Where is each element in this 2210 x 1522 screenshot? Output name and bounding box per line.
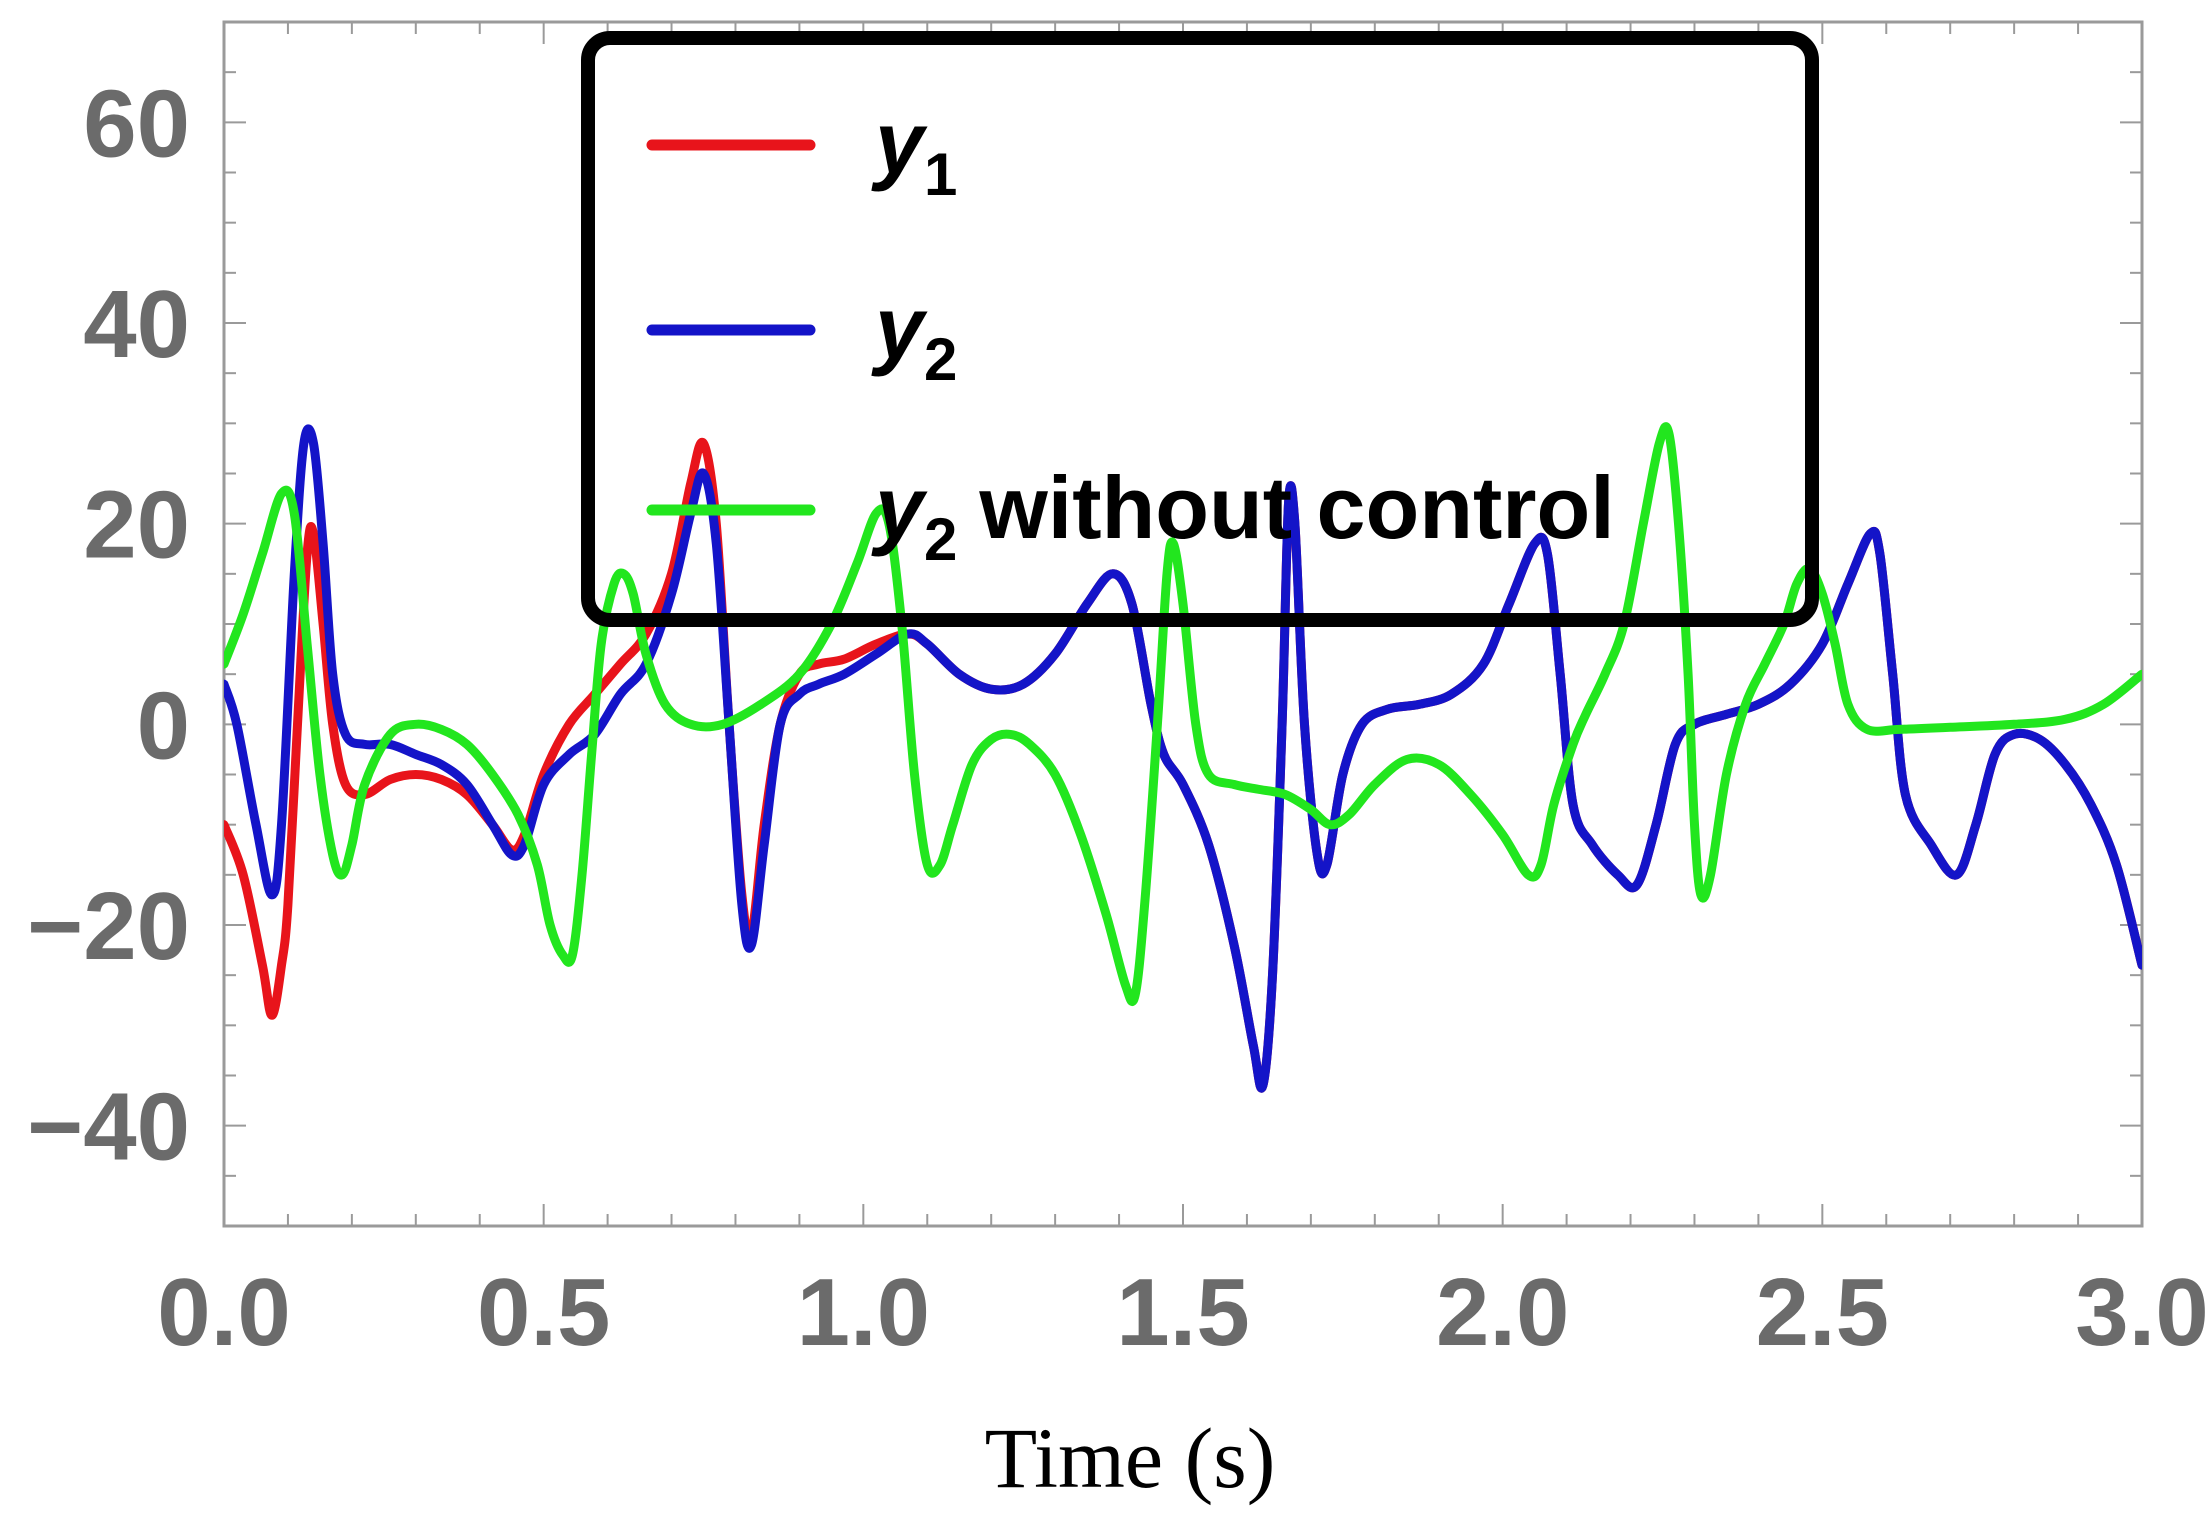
series-layer <box>224 422 2142 1093</box>
series-line-y2-without-control <box>224 422 2142 1006</box>
series-line-y2 <box>224 424 2142 1093</box>
x-tick-label: 2.5 <box>1756 1259 1889 1366</box>
x-tick-label: 2.0 <box>1436 1259 1569 1366</box>
x-tick-label: 0.0 <box>157 1259 290 1366</box>
legend-label: y2 <box>871 278 957 393</box>
legend-box <box>581 31 1819 627</box>
x-tick-label: 3.0 <box>2075 1259 2208 1366</box>
y-tick-label: −40 <box>27 1074 190 1181</box>
y-tick-label: 60 <box>83 70 190 177</box>
y-tick-label: 40 <box>83 271 190 378</box>
legend-entry-y2-without-control: y2 without control <box>646 458 1615 573</box>
y-tick-label: −20 <box>27 873 190 980</box>
legend-entry-y1: y1 <box>646 93 957 208</box>
x-tick-label: 1.0 <box>797 1259 930 1366</box>
x-tick-label: 0.5 <box>477 1259 610 1366</box>
y-tick-label: 20 <box>83 472 190 579</box>
tick-labels: 0.0 0.5 1.0 1.5 2.0 2.5 3.0 −40 −20 0 20 40 60 <box>27 70 2209 1366</box>
legend-label: y1 <box>871 93 957 208</box>
x-axis-title: Time (s) <box>985 1410 1276 1506</box>
legend-label: y2 without control <box>871 458 1615 573</box>
legend: y1 y2 y2 without control <box>581 31 1819 627</box>
x-tick-label: 1.5 <box>1116 1259 1249 1366</box>
legend-entry-y2: y2 <box>646 278 957 393</box>
y-tick-label: 0 <box>137 672 190 779</box>
